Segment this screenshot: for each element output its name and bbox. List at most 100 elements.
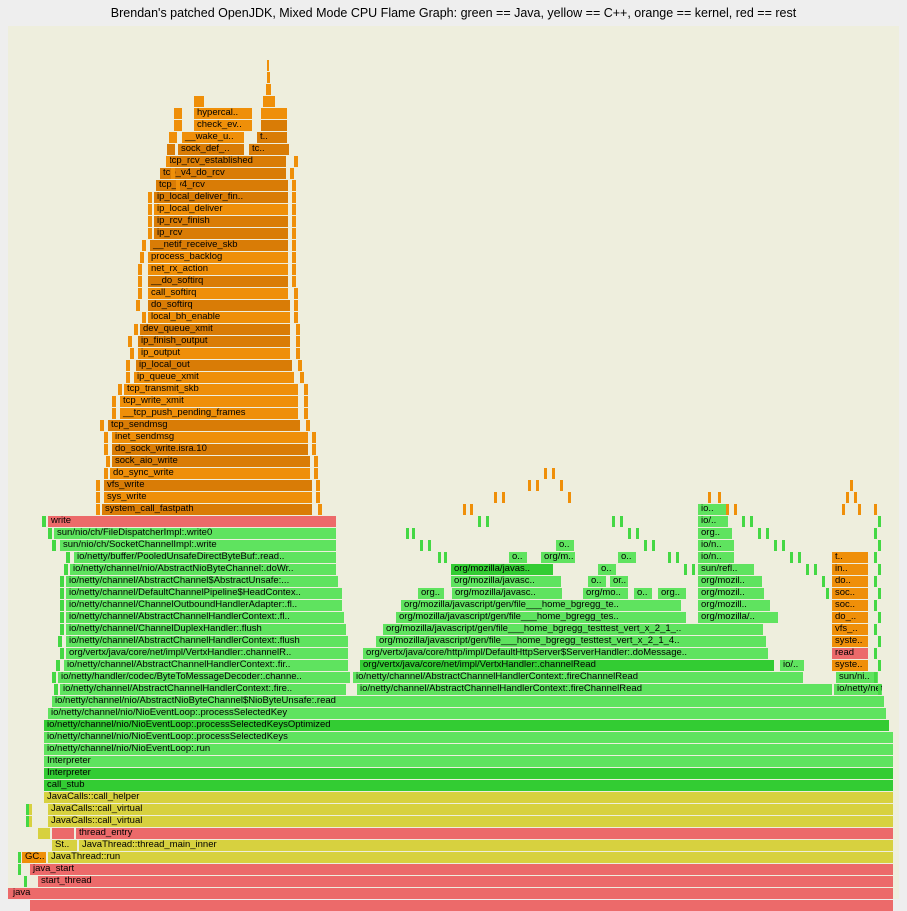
flame-frame[interactable]: sys_write — [104, 492, 312, 503]
flame-frame[interactable] — [261, 108, 287, 119]
flame-frame-sliver[interactable] — [48, 528, 52, 539]
flame-frame-sliver[interactable] — [826, 588, 829, 599]
flame-frame-sliver[interactable] — [874, 672, 877, 683]
flame-frame[interactable] — [267, 72, 270, 83]
flame-frame[interactable]: io/netty/channel/ChannelOutboundHandlerA… — [66, 600, 342, 611]
flame-frame[interactable]: Interpreter — [44, 768, 893, 779]
flame-frame[interactable]: org/mozilla/javasc.. — [452, 588, 562, 599]
flame-frame[interactable]: io/netty/channel/AbstractChannel$Abstrac… — [66, 576, 338, 587]
flame-frame-sliver[interactable] — [66, 552, 70, 563]
flame-frame[interactable]: io/netty/channel/ChannelDuplexHandler:.f… — [66, 624, 346, 635]
flame-frame[interactable]: io.. — [698, 504, 726, 515]
flame-frame-sliver[interactable] — [18, 852, 21, 863]
flame-frame[interactable]: syste.. — [832, 660, 868, 671]
flame-frame[interactable] — [38, 828, 50, 839]
flame-frame-sliver[interactable] — [874, 552, 877, 563]
flame-frame-sliver[interactable] — [60, 612, 64, 623]
flame-frame-sliver[interactable] — [148, 192, 152, 203]
flame-frame-sliver[interactable] — [798, 552, 801, 563]
flame-frame[interactable]: io/netty/channel/AbstractChannelHandlerC… — [64, 660, 348, 671]
flame-frame[interactable]: JavaCalls::call_virtual — [48, 804, 893, 815]
flame-frame-sliver[interactable] — [316, 480, 320, 491]
flame-frame[interactable]: org/m.. — [541, 552, 575, 563]
flame-frame[interactable]: io/netty/channel/AbstractChannelHandlerC… — [66, 636, 348, 647]
flame-frame[interactable]: sun/nio/ch/SocketChannelImpl:.write — [60, 540, 336, 551]
flame-frame-sliver[interactable] — [118, 384, 122, 395]
flame-frame-sliver[interactable] — [774, 540, 777, 551]
flame-frame-sliver[interactable] — [560, 480, 563, 491]
flame-frame-sliver[interactable] — [296, 348, 300, 359]
flame-frame-sliver[interactable] — [652, 540, 655, 551]
flame-frame-sliver[interactable] — [874, 600, 877, 611]
flame-frame[interactable]: tcp_v4_do_rcv — [160, 168, 286, 179]
flame-frame-sliver[interactable] — [790, 552, 793, 563]
flame-frame-sliver[interactable] — [676, 552, 679, 563]
flame-frame-sliver[interactable] — [56, 660, 60, 671]
flame-frame[interactable]: Interpreter — [44, 756, 893, 767]
flame-frame-sliver[interactable] — [60, 624, 64, 635]
flame-frame-sliver[interactable] — [296, 336, 300, 347]
flame-frame-sliver[interactable] — [846, 492, 849, 503]
flame-frame-sliver[interactable] — [96, 492, 100, 503]
flame-frame-sliver[interactable] — [620, 516, 623, 527]
flame-frame[interactable]: start_thread — [38, 876, 893, 887]
flame-frame-sliver[interactable] — [100, 420, 104, 431]
flame-frame-sliver[interactable] — [878, 588, 881, 599]
flame-frame[interactable]: dev_queue_xmit — [140, 324, 290, 335]
flame-frame[interactable]: o.. — [556, 540, 574, 551]
flame-frame[interactable]: org/mozil.. — [698, 588, 764, 599]
flame-frame-sliver[interactable] — [24, 876, 27, 887]
flame-frame-sliver[interactable] — [444, 552, 447, 563]
flame-frame[interactable]: org/mo.. — [583, 588, 628, 599]
flame-frame[interactable]: sun/refl.. — [698, 564, 754, 575]
flame-frame-sliver[interactable] — [96, 504, 100, 515]
flame-frame-sliver[interactable] — [552, 468, 555, 479]
flame-frame[interactable]: do.. — [832, 576, 868, 587]
flame-frame-sliver[interactable] — [708, 492, 711, 503]
flame-frame[interactable]: java — [10, 888, 893, 899]
flame-frame-sliver[interactable] — [292, 252, 296, 263]
flame-frame[interactable]: io/netty/channel/nio/NioEventLoop:.proce… — [48, 708, 886, 719]
flame-frame[interactable]: o.. — [618, 552, 636, 563]
flame-frame-sliver[interactable] — [878, 516, 881, 527]
flame-frame[interactable]: org/mozil.. — [698, 576, 762, 587]
flame-frame-sliver[interactable] — [494, 492, 497, 503]
flame-frame-sliver[interactable] — [628, 528, 631, 539]
flame-frame-sliver[interactable] — [106, 456, 110, 467]
flame-frame-sliver[interactable] — [814, 564, 817, 575]
flame-frame-sliver[interactable] — [878, 564, 881, 575]
flame-frame[interactable]: io/n.. — [698, 540, 734, 551]
flame-frame-sliver[interactable] — [52, 672, 56, 683]
flame-frame[interactable]: org.. — [698, 528, 732, 539]
flame-frame[interactable]: org/mozilla/javascript/gen/file___home_b… — [396, 612, 686, 623]
flame-frame[interactable]: io/netty/channel/nio/AbstractNioByteChan… — [70, 564, 336, 575]
flame-frame[interactable]: o.. — [634, 588, 652, 599]
flame-frame-sliver[interactable] — [463, 504, 466, 515]
flame-frame-sliver[interactable] — [294, 156, 298, 167]
flame-frame[interactable]: thread_entry — [76, 828, 893, 839]
flame-frame[interactable]: JavaThread::thread_main_inner — [79, 840, 893, 851]
flame-frame-sliver[interactable] — [842, 504, 845, 515]
flame-frame[interactable]: org/mozilla/javascript/gen/file___home_b… — [401, 600, 681, 611]
flame-frame-sliver[interactable] — [126, 360, 130, 371]
flame-frame[interactable]: org/vertx/java/core/http/impl/DefaultHtt… — [363, 648, 768, 659]
flame-frame-sliver[interactable] — [684, 564, 687, 575]
flame-frame-sliver[interactable] — [312, 444, 316, 455]
flame-frame-sliver[interactable] — [142, 240, 146, 251]
flame-frame-sliver[interactable] — [171, 168, 175, 179]
flame-frame[interactable]: io/netty/channel/nio/AbstractNioByteChan… — [52, 696, 884, 707]
flame-frame[interactable]: inet_sendmsg — [112, 432, 308, 443]
flame-frame-sliver[interactable] — [750, 516, 753, 527]
flame-frame-sliver[interactable] — [316, 492, 320, 503]
flame-frame[interactable]: io/netty/net.. — [834, 684, 882, 695]
flame-frame[interactable]: io/netty/channel/AbstractChannelHandlerC… — [66, 612, 344, 623]
flame-frame-sliver[interactable] — [294, 288, 298, 299]
flame-frame-sliver[interactable] — [298, 360, 302, 371]
flame-frame-sliver[interactable] — [128, 336, 132, 347]
flame-frame-sliver[interactable] — [52, 540, 56, 551]
flame-frame-sliver[interactable] — [296, 324, 300, 335]
flame-frame[interactable]: call_stub — [44, 780, 893, 791]
flame-frame[interactable]: org/mozilla/.. — [698, 612, 778, 623]
flame-frame-sliver[interactable] — [104, 468, 108, 479]
flame-frame-sliver[interactable] — [60, 648, 64, 659]
